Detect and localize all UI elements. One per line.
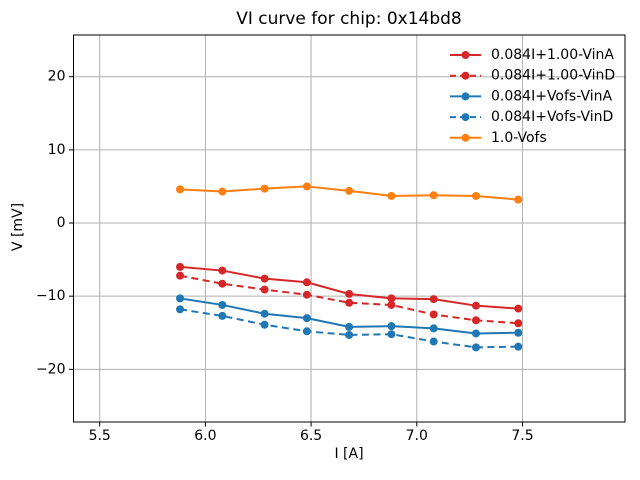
data-point-marker [260, 274, 269, 283]
data-point-marker [218, 311, 227, 320]
series-0.084I+Vofs-VinA [176, 294, 523, 338]
y-tick-label: −10 [36, 288, 66, 304]
data-point-marker [345, 186, 354, 195]
data-point-marker [471, 343, 480, 352]
legend-entry-0.084I+1.00-VinD: 0.084I+1.00-VinD [450, 68, 615, 84]
axis-ticks: 5.5 6.0 6.5 7.0 7.5 20 10 0 −10 −20 [36, 69, 534, 444]
x-tick-label: 6.5 [300, 428, 322, 444]
data-point-marker [429, 324, 438, 333]
data-point-marker [218, 266, 227, 275]
data-point-marker [345, 330, 354, 339]
legend-sample-marker [461, 113, 470, 122]
data-point-marker [429, 310, 438, 319]
data-point-marker [429, 191, 438, 200]
data-point-marker [387, 294, 396, 303]
legend-label: 0.084I+1.00-VinA [491, 47, 614, 63]
data-point-marker [302, 278, 311, 287]
y-tick-label: 20 [48, 69, 66, 85]
data-point-marker [514, 328, 523, 337]
data-point-marker [429, 337, 438, 346]
legend-sample-marker [461, 92, 470, 101]
data-point-marker [218, 279, 227, 288]
x-tick-label: 7.0 [406, 428, 428, 444]
data-point-marker [302, 290, 311, 299]
data-point-marker [514, 304, 523, 313]
legend-sample-marker [461, 51, 470, 59]
data-point-marker [176, 185, 185, 194]
legend: 0.084I+1.00-VinA 0.084I+1.00-VinD 0.084I+V… [450, 47, 615, 146]
series-lines [176, 182, 523, 352]
data-point-marker [176, 294, 185, 303]
data-point-marker [514, 342, 523, 351]
data-point-marker [387, 300, 396, 309]
data-point-marker [218, 187, 227, 196]
series-0.084I+1.00-VinD [176, 271, 523, 328]
data-point-marker [345, 289, 354, 298]
chart-title: VI curve for chip: 0x14bd8 [236, 9, 462, 29]
y-tick-label: −20 [36, 361, 66, 377]
data-point-marker [387, 330, 396, 339]
series-0.084I+1.00-VinA [176, 262, 523, 313]
data-point-marker [302, 327, 311, 336]
data-point-marker [260, 320, 269, 329]
legend-entry-1.0-Vofs: 1.0-Vofs [450, 130, 547, 146]
legend-entry-0.084I+Vofs-VinA: 0.084I+Vofs-VinA [450, 88, 612, 104]
data-point-marker [218, 300, 227, 309]
data-point-marker [429, 295, 438, 304]
data-point-marker [176, 305, 185, 314]
data-point-marker [345, 322, 354, 331]
series-0.084I+Vofs-VinD [176, 305, 523, 352]
y-axis-label: V [mV] [10, 203, 26, 251]
data-point-marker [302, 314, 311, 323]
data-point-marker [471, 329, 480, 338]
x-axis-label: I [A] [334, 446, 363, 462]
x-tick-label: 5.5 [89, 428, 111, 444]
legend-label: 0.084I+Vofs-VinA [491, 88, 612, 104]
data-point-marker [387, 322, 396, 331]
data-point-marker [471, 316, 480, 325]
x-tick-label: 7.5 [511, 428, 533, 444]
data-point-marker [471, 191, 480, 200]
legend-entry-0.084I+Vofs-VinD: 0.084I+Vofs-VinD [450, 109, 613, 125]
y-tick-label: 0 [57, 215, 66, 231]
data-point-marker [302, 182, 311, 191]
data-point-marker [176, 262, 185, 271]
data-point-marker [471, 301, 480, 310]
axes-frame [73, 34, 626, 423]
legend-sample-marker [461, 71, 470, 80]
legend-entry-0.084I+1.00-VinA: 0.084I+1.00-VinA [450, 47, 614, 63]
legend-label: 0.084I+1.00-VinD [491, 68, 615, 84]
x-tick-label: 6.0 [194, 428, 216, 444]
legend-label: 0.084I+Vofs-VinD [491, 109, 613, 125]
data-point-marker [260, 285, 269, 294]
data-point-marker [176, 271, 185, 280]
data-point-marker [260, 184, 269, 193]
data-point-marker [260, 309, 269, 318]
legend-sample-marker [461, 133, 470, 142]
data-point-marker [387, 191, 396, 200]
series-1.0-Vofs [176, 182, 523, 204]
y-tick-label: 10 [48, 142, 66, 158]
data-point-marker [514, 195, 523, 204]
data-point-marker [514, 319, 523, 328]
legend-label: 1.0-Vofs [491, 130, 547, 146]
data-point-marker [345, 298, 354, 307]
